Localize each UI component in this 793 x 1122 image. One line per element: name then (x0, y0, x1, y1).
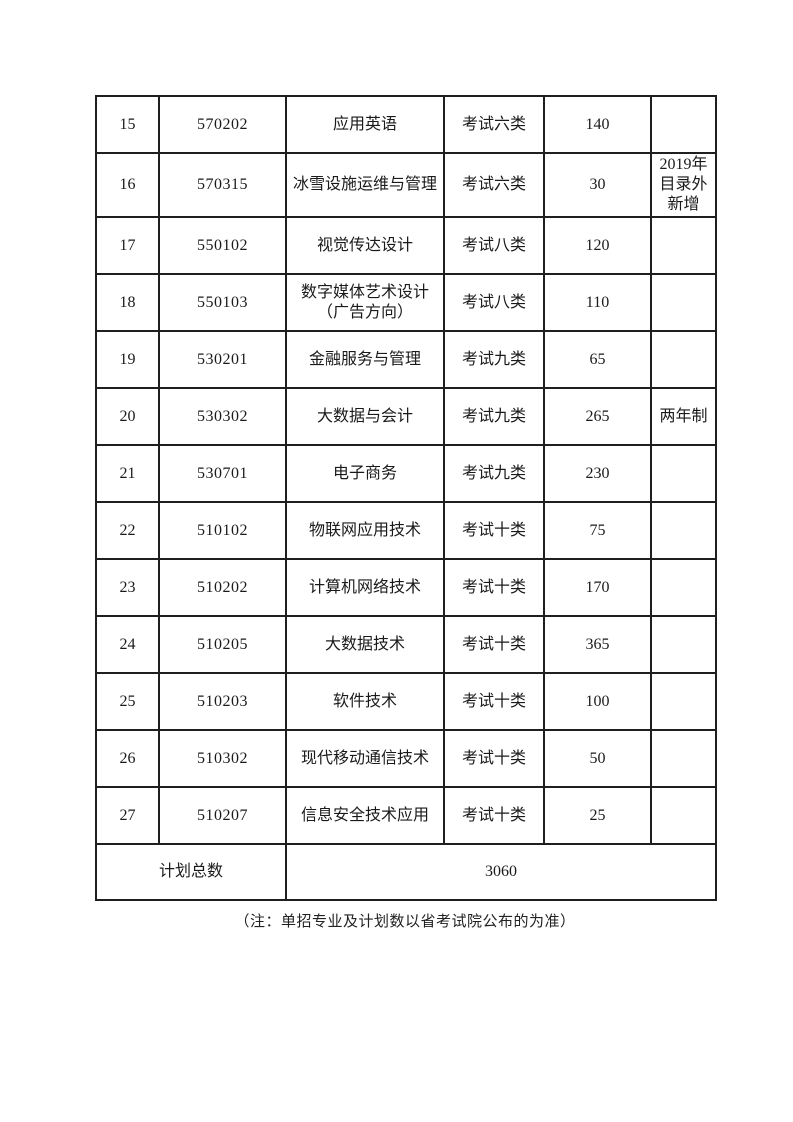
cell-note (650, 330, 717, 389)
cell-note: 两年制 (650, 387, 717, 446)
cell-plan-count: 100 (543, 672, 652, 731)
table-row: 22 510102 物联网应用技术 考试十类 75 (95, 501, 717, 560)
table-row: 16 570315 冰雪设施运维与管理 考试六类 30 2019年目录外新增 (95, 152, 717, 218)
cell-plan-count: 120 (543, 216, 652, 275)
total-value-cell: 3060 (285, 843, 717, 901)
cell-major-code: 530201 (158, 330, 287, 389)
cell-note (650, 444, 717, 503)
cell-exam-category: 考试十类 (443, 615, 545, 674)
cell-row-number: 17 (95, 216, 160, 275)
table-row: 23 510202 计算机网络技术 考试十类 170 (95, 558, 717, 617)
cell-exam-category: 考试十类 (443, 786, 545, 845)
table-row: 25 510203 软件技术 考试十类 100 (95, 672, 717, 731)
table-row: 17 550102 视觉传达设计 考试八类 120 (95, 216, 717, 275)
cell-major-code: 510202 (158, 558, 287, 617)
cell-exam-category: 考试九类 (443, 387, 545, 446)
cell-row-number: 16 (95, 152, 160, 218)
cell-plan-count: 170 (543, 558, 652, 617)
cell-plan-count: 265 (543, 387, 652, 446)
cell-major-name: 冰雪设施运维与管理 (285, 152, 445, 218)
cell-plan-count: 365 (543, 615, 652, 674)
cell-major-name: 电子商务 (285, 444, 445, 503)
cell-exam-category: 考试八类 (443, 216, 545, 275)
cell-major-code: 510302 (158, 729, 287, 788)
cell-plan-count: 65 (543, 330, 652, 389)
cell-plan-count: 25 (543, 786, 652, 845)
cell-row-number: 19 (95, 330, 160, 389)
table-total-row: 计划总数 3060 (95, 843, 717, 901)
cell-plan-count: 110 (543, 273, 652, 332)
table-row: 27 510207 信息安全技术应用 考试十类 25 (95, 786, 717, 845)
cell-major-code: 570202 (158, 95, 287, 154)
footnote: （注：单招专业及计划数以省考试院公布的为准） (234, 914, 576, 930)
cell-row-number: 25 (95, 672, 160, 731)
cell-note (650, 615, 717, 674)
cell-major-name: 物联网应用技术 (285, 501, 445, 560)
cell-row-number: 27 (95, 786, 160, 845)
cell-note: 2019年目录外新增 (650, 152, 717, 218)
table-row: 20 530302 大数据与会计 考试九类 265 两年制 (95, 387, 717, 446)
cell-major-code: 510207 (158, 786, 287, 845)
cell-major-name: 视觉传达设计 (285, 216, 445, 275)
cell-major-code: 530302 (158, 387, 287, 446)
cell-plan-count: 140 (543, 95, 652, 154)
cell-exam-category: 考试六类 (443, 95, 545, 154)
cell-exam-category: 考试六类 (443, 152, 545, 218)
total-label-cell: 计划总数 (95, 843, 287, 901)
cell-plan-count: 230 (543, 444, 652, 503)
table-row: 15 570202 应用英语 考试六类 140 (95, 95, 717, 154)
cell-row-number: 18 (95, 273, 160, 332)
cell-exam-category: 考试十类 (443, 558, 545, 617)
cell-major-code: 510102 (158, 501, 287, 560)
cell-major-code: 550102 (158, 216, 287, 275)
cell-row-number: 21 (95, 444, 160, 503)
table-row: 26 510302 现代移动通信技术 考试十类 50 (95, 729, 717, 788)
cell-major-name: 应用英语 (285, 95, 445, 154)
cell-exam-category: 考试九类 (443, 444, 545, 503)
cell-row-number: 23 (95, 558, 160, 617)
table-row: 24 510205 大数据技术 考试十类 365 (95, 615, 717, 674)
cell-major-code: 510203 (158, 672, 287, 731)
cell-note (650, 95, 717, 154)
cell-exam-category: 考试八类 (443, 273, 545, 332)
cell-major-name: 信息安全技术应用 (285, 786, 445, 845)
cell-note (650, 672, 717, 731)
cell-row-number: 26 (95, 729, 160, 788)
cell-note (650, 216, 717, 275)
cell-note (650, 786, 717, 845)
cell-major-name: 大数据与会计 (285, 387, 445, 446)
table-row: 18 550103 数字媒体艺术设计（广告方向） 考试八类 110 (95, 273, 717, 332)
cell-row-number: 20 (95, 387, 160, 446)
cell-note (650, 501, 717, 560)
cell-major-code: 550103 (158, 273, 287, 332)
cell-plan-count: 50 (543, 729, 652, 788)
cell-major-code: 530701 (158, 444, 287, 503)
cell-note (650, 729, 717, 788)
cell-plan-count: 75 (543, 501, 652, 560)
cell-plan-count: 30 (543, 152, 652, 218)
cell-note (650, 273, 717, 332)
cell-major-name: 金融服务与管理 (285, 330, 445, 389)
cell-exam-category: 考试十类 (443, 501, 545, 560)
cell-major-name: 大数据技术 (285, 615, 445, 674)
cell-major-name: 现代移动通信技术 (285, 729, 445, 788)
cell-major-name: 软件技术 (285, 672, 445, 731)
cell-note (650, 558, 717, 617)
cell-row-number: 24 (95, 615, 160, 674)
cell-exam-category: 考试十类 (443, 672, 545, 731)
cell-major-name: 计算机网络技术 (285, 558, 445, 617)
table-row: 19 530201 金融服务与管理 考试九类 65 (95, 330, 717, 389)
cell-row-number: 15 (95, 95, 160, 154)
cell-major-code: 570315 (158, 152, 287, 218)
cell-exam-category: 考试十类 (443, 729, 545, 788)
cell-row-number: 22 (95, 501, 160, 560)
document-page: 15 570202 应用英语 考试六类 140 16 570315 冰雪设施运维… (95, 95, 717, 931)
enrollment-plan-table: 15 570202 应用英语 考试六类 140 16 570315 冰雪设施运维… (95, 95, 717, 901)
cell-major-code: 510205 (158, 615, 287, 674)
cell-exam-category: 考试九类 (443, 330, 545, 389)
cell-major-name: 数字媒体艺术设计（广告方向） (285, 273, 445, 332)
table-row: 21 530701 电子商务 考试九类 230 (95, 444, 717, 503)
